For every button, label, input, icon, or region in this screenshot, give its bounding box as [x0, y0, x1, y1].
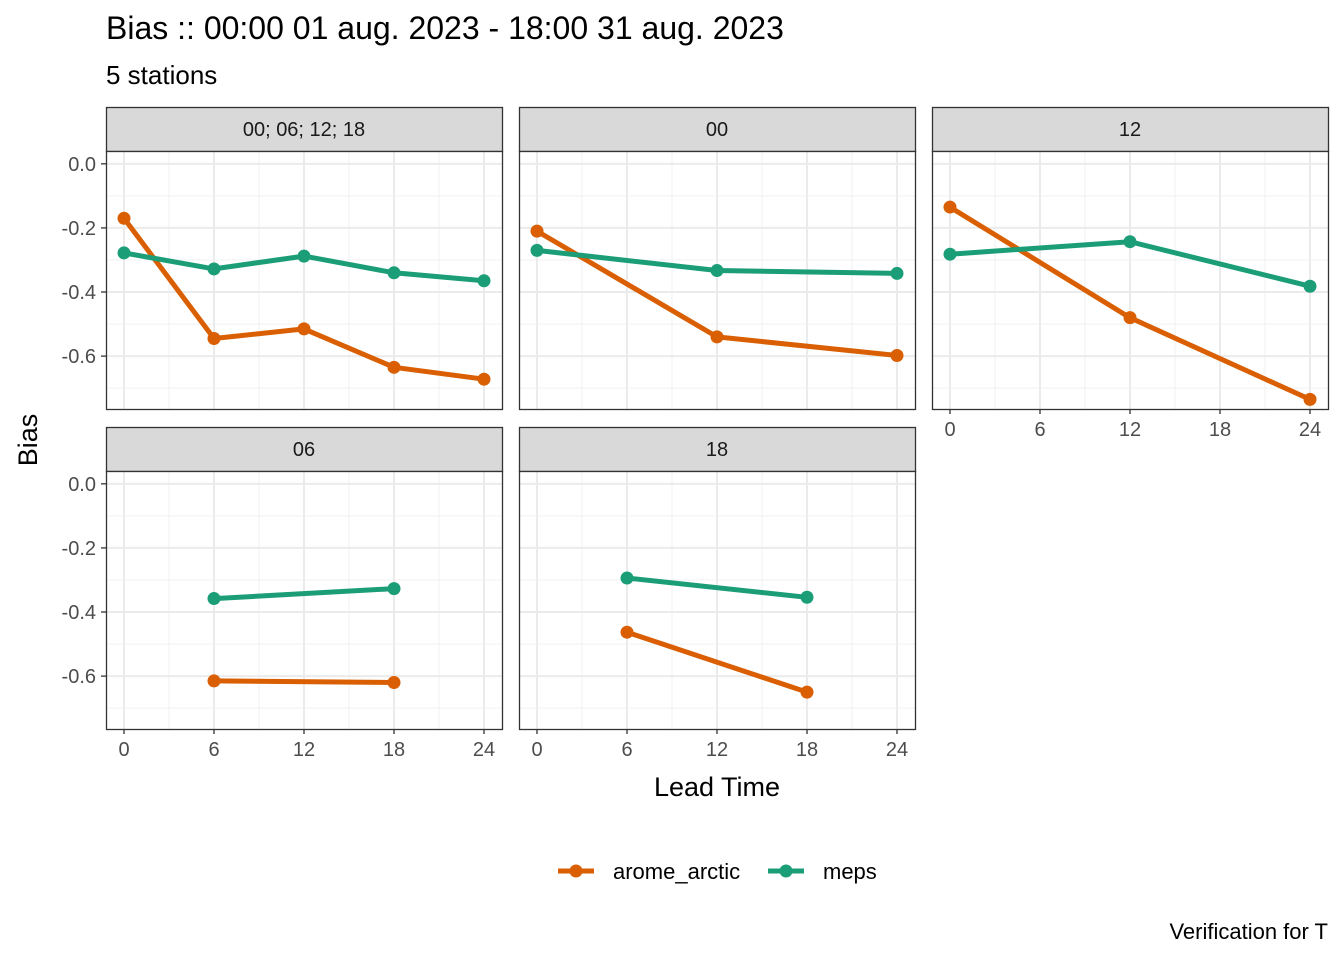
facet-strip-label: 18	[706, 439, 728, 461]
data-point-meps	[207, 262, 221, 276]
data-point-meps	[890, 266, 904, 280]
legend-key-point	[779, 864, 793, 878]
x-tick-label: 0	[118, 739, 129, 761]
y-tick-label: -0.6	[62, 346, 96, 368]
x-tick-label: 12	[706, 739, 728, 761]
data-point-arome-arctic	[297, 322, 311, 336]
y-tick-label: -0.4	[62, 602, 96, 624]
x-tick-label: 18	[1209, 419, 1231, 441]
legend-label: arome_arctic	[613, 859, 740, 884]
x-tick-label: 18	[796, 739, 818, 761]
data-point-arome-arctic	[477, 372, 491, 386]
data-point-arome-arctic	[1123, 311, 1137, 325]
data-point-arome-arctic	[387, 360, 401, 374]
legend-key-point	[569, 864, 583, 878]
facet-strip	[931, 106, 1330, 153]
x-tick-label: 24	[886, 739, 908, 761]
x-tick-label: 0	[531, 739, 542, 761]
facet-strip	[518, 106, 917, 153]
data-point-meps	[620, 571, 634, 585]
x-tick-label: 12	[293, 739, 315, 761]
x-tick-label: 6	[1034, 419, 1045, 441]
y-tick-label: 0.0	[68, 154, 96, 176]
y-tick-label: -0.6	[62, 666, 96, 688]
y-tick-label: -0.2	[62, 218, 96, 240]
data-point-meps	[710, 264, 724, 278]
data-point-arome-arctic	[800, 685, 814, 699]
series-line-meps	[213, 586, 395, 602]
facet-strip-label: 12	[1119, 119, 1141, 141]
facet-strip-label: 00; 06; 12; 18	[243, 119, 365, 141]
x-tick-label: 0	[944, 419, 955, 441]
chart-title: Bias :: 00:00 01 aug. 2023 - 18:00 31 au…	[106, 10, 784, 46]
data-point-meps	[387, 582, 401, 596]
x-tick-label: 24	[1299, 419, 1321, 441]
chart-subtitle: 5 stations	[106, 60, 218, 90]
data-point-meps	[387, 266, 401, 280]
x-tick-label: 6	[208, 739, 219, 761]
x-tick-label: 18	[383, 739, 405, 761]
data-point-arome-arctic	[530, 224, 544, 238]
facet-strip-label: 00	[706, 119, 728, 141]
data-point-meps	[943, 247, 957, 261]
data-point-arome-arctic	[710, 330, 724, 344]
y-axis-title: Bias	[13, 414, 43, 467]
data-point-meps	[800, 590, 814, 604]
data-point-meps	[477, 274, 491, 288]
data-point-arome-arctic	[943, 200, 957, 214]
panel-border	[518, 150, 917, 411]
x-tick-label: 6	[621, 739, 632, 761]
data-point-arome-arctic	[387, 676, 401, 690]
data-point-arome-arctic	[207, 331, 221, 345]
panel-border	[105, 150, 504, 411]
data-point-meps	[530, 243, 544, 257]
series-line-meps	[626, 575, 808, 600]
data-point-arome-arctic	[620, 625, 634, 639]
x-tick-label: 12	[1119, 419, 1141, 441]
data-point-meps	[297, 249, 311, 263]
series-line-arome-arctic	[626, 629, 808, 695]
data-point-arome-arctic	[207, 674, 221, 688]
data-point-meps	[1123, 235, 1137, 249]
data-point-arome-arctic	[890, 348, 904, 362]
legend-label: meps	[823, 859, 877, 884]
x-axis-title: Lead Time	[654, 772, 780, 802]
chart-caption: Verification for T	[1169, 919, 1328, 944]
data-point-meps	[207, 592, 221, 606]
facet-strip-label: 06	[293, 439, 315, 461]
x-tick-label: 24	[473, 739, 495, 761]
data-point-arome-arctic	[117, 211, 131, 225]
data-point-arome-arctic	[1303, 392, 1317, 406]
y-tick-label: 0.0	[68, 474, 96, 496]
series-line-arome-arctic	[213, 678, 395, 685]
y-tick-label: -0.2	[62, 538, 96, 560]
data-point-meps	[1303, 279, 1317, 293]
y-tick-label: -0.4	[62, 282, 96, 304]
data-point-meps	[117, 246, 131, 260]
